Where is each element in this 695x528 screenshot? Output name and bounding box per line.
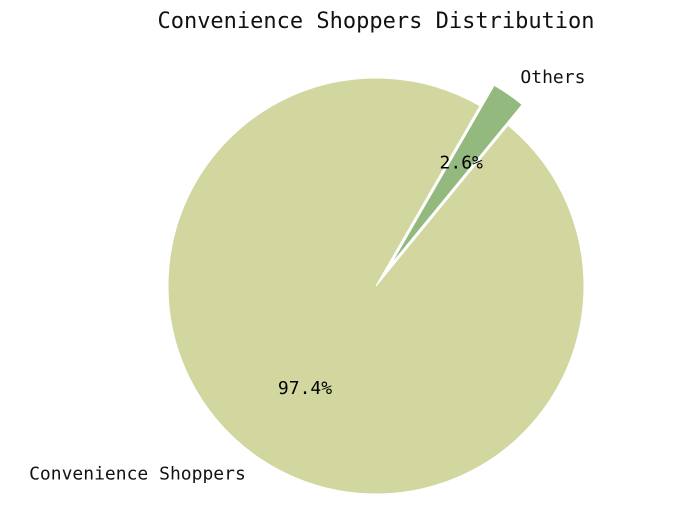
pct-label-convenience-shoppers: 97.4%: [278, 378, 332, 399]
category-label-convenience-shoppers: Convenience Shoppers: [29, 464, 246, 485]
pie-slices: [167, 77, 585, 495]
pie-labels: 97.4% Convenience Shoppers 2.6% Others: [29, 67, 585, 485]
chart-title: Convenience Shoppers Distribution: [157, 9, 594, 34]
pie-slice-others: [389, 84, 523, 266]
pie-slice-convenience-shoppers: [167, 77, 585, 495]
category-label-others: Others: [520, 67, 585, 88]
pct-label-others: 2.6%: [440, 152, 484, 173]
